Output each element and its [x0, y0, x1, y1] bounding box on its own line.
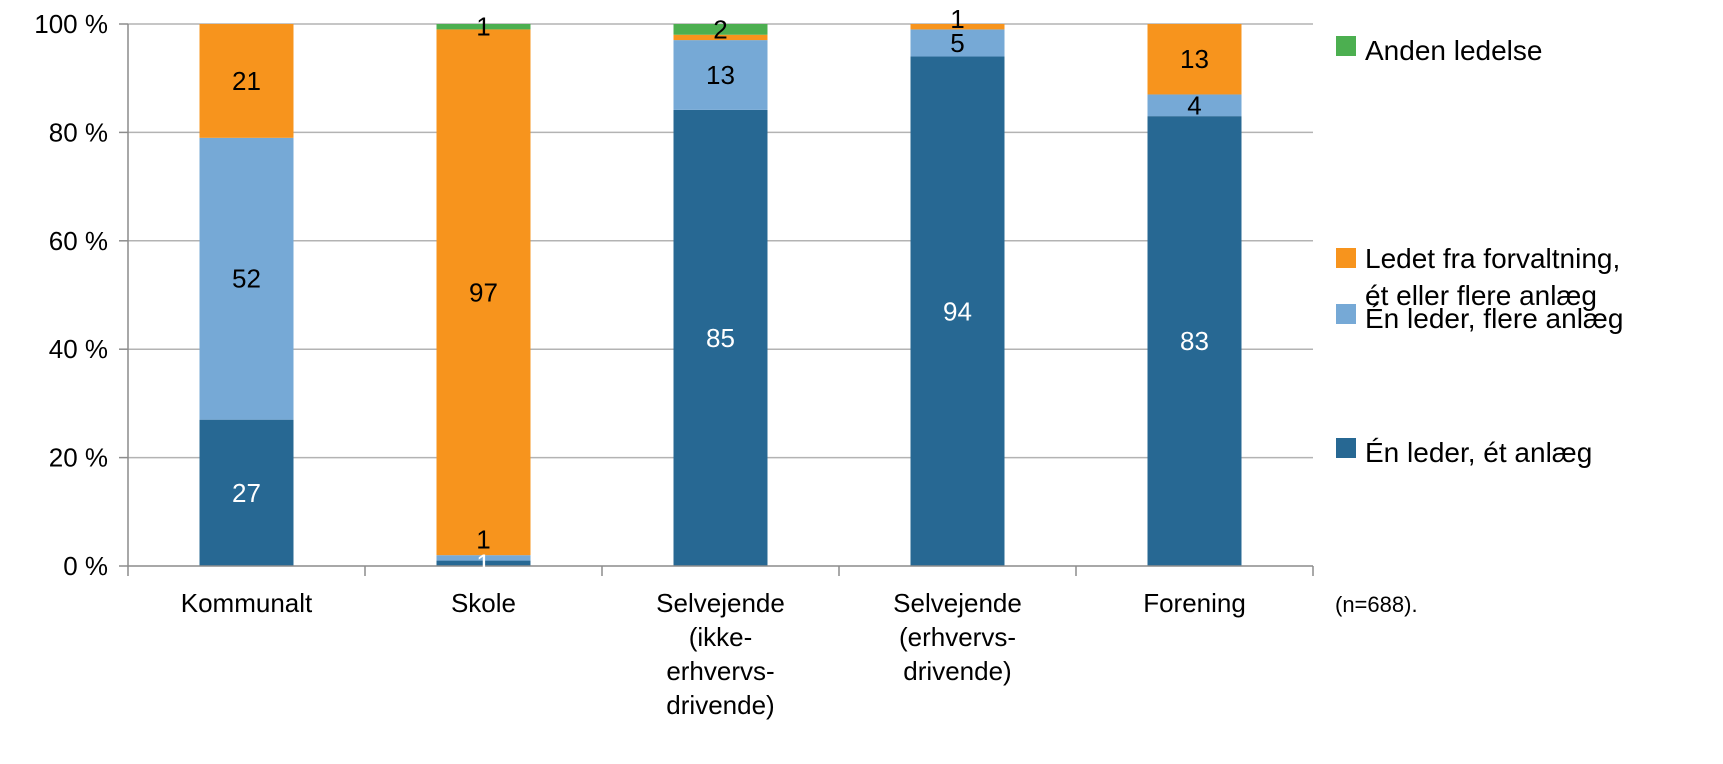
- category-label-line: Kommunalt: [181, 588, 313, 618]
- bar-segment: [910, 24, 1005, 30]
- data-label: 13: [706, 60, 735, 90]
- data-label: 27: [232, 478, 261, 508]
- bar-segment: [199, 419, 294, 566]
- legend-label: Ledet fra forvaltning, ét eller flere anl…: [1365, 243, 1620, 311]
- data-label: 21: [232, 66, 261, 96]
- data-label: 1: [950, 4, 964, 34]
- data-label: 85: [706, 323, 735, 353]
- category-label-line: (ikke-: [689, 622, 753, 652]
- legend-item: Ledet fra forvaltning, ét eller flere anl…: [1336, 243, 1620, 311]
- legend-label-line: Ledet fra forvaltning,: [1365, 243, 1620, 274]
- y-tick-label: 20 %: [49, 443, 108, 473]
- legend-label: Anden ledelse: [1365, 35, 1542, 66]
- data-label: 97: [469, 277, 498, 307]
- data-label: 4: [1187, 90, 1201, 120]
- bar-segment: [673, 109, 768, 566]
- bar-segment: [199, 24, 294, 138]
- category-label-line: drivende): [666, 690, 774, 720]
- legend-label: Én leder, ét anlæg: [1365, 437, 1592, 468]
- bar-segment: [673, 34, 768, 41]
- legend-item: Anden ledelse: [1336, 35, 1542, 66]
- legend-swatch: [1336, 36, 1356, 56]
- category-label: Forening: [1143, 588, 1246, 618]
- bar-segment: [673, 24, 768, 35]
- y-tick-label: 40 %: [49, 334, 108, 364]
- data-label: 13: [1180, 44, 1209, 74]
- bar-segment: [436, 24, 531, 30]
- category-label-line: Selvejende: [656, 588, 785, 618]
- legend: Anden ledelse Ledet fra forvaltning, ét el…: [1336, 35, 1623, 468]
- bar-segment: [436, 560, 531, 566]
- category-label-line: Forening: [1143, 588, 1246, 618]
- data-label: 1: [476, 524, 490, 554]
- legend-swatch: [1336, 248, 1356, 268]
- bar-segment: [673, 40, 768, 110]
- data-label: 94: [943, 296, 972, 326]
- bar-segment: [436, 29, 531, 556]
- legend-swatch: [1336, 438, 1356, 458]
- y-tick-label: 0 %: [63, 551, 108, 581]
- category-label-line: Skole: [451, 588, 516, 618]
- category-label: Skole: [451, 588, 516, 618]
- data-label: 5: [950, 28, 964, 58]
- legend-swatch: [1336, 304, 1356, 324]
- bar-segment: [1147, 116, 1242, 566]
- legend-label-line: Anden ledelse: [1365, 35, 1542, 66]
- category-label: Kommunalt: [181, 588, 313, 618]
- bar-segment: [436, 555, 531, 561]
- y-tick-labels: 0 % 20 % 40 % 60 % 80 % 100 %: [34, 9, 108, 581]
- sample-size-note: (n=688).: [1335, 592, 1418, 617]
- bar-segment: [910, 29, 1005, 57]
- data-label: 83: [1180, 326, 1209, 356]
- bar-segment: [1147, 94, 1242, 117]
- bar-segment: [199, 137, 294, 420]
- category-label: Selvejende (erhvervs-drivende): [893, 588, 1022, 686]
- bar-segment: [1147, 24, 1242, 95]
- legend-label-line: Én leder, flere anlæg: [1365, 303, 1623, 334]
- legend-label-line: Én leder, ét anlæg: [1365, 437, 1592, 468]
- y-tick-label: 80 %: [49, 117, 108, 147]
- legend-label: Én leder, flere anlæg: [1365, 303, 1623, 334]
- axes: [119, 23, 1314, 576]
- y-tick-label: 100 %: [34, 9, 108, 39]
- data-label: 1: [476, 548, 490, 578]
- data-label: 1: [476, 12, 490, 42]
- category-label-line: Selvejende: [893, 588, 1022, 618]
- category-label: Selvejende (ikke-erhvervs-drivende): [656, 588, 785, 720]
- legend-label-line: ét eller flere anlæg: [1365, 280, 1597, 311]
- legend-item: Én leder, ét anlæg: [1336, 437, 1592, 468]
- data-label: 2: [713, 14, 727, 44]
- bar-segment: [910, 56, 1005, 567]
- category-label-line: drivende): [903, 656, 1011, 686]
- y-tick-label: 60 %: [49, 226, 108, 256]
- category-label-line: erhvervs-: [666, 656, 774, 686]
- category-labels: Kommunalt Skole Selvejende (ikke-erhvervs-d…: [181, 588, 1246, 720]
- legend-item: Én leder, flere anlæg: [1336, 303, 1623, 334]
- data-label: 52: [232, 264, 261, 294]
- category-label-line: (erhvervs-: [899, 622, 1016, 652]
- bars: [199, 24, 1242, 567]
